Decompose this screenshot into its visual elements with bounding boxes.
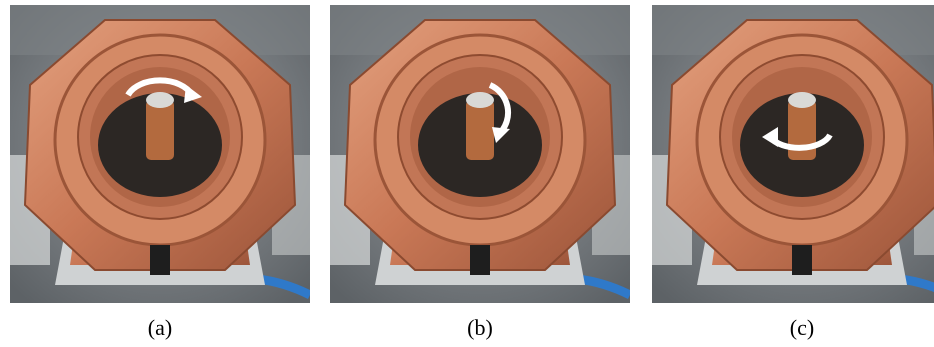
photo xyxy=(330,5,630,303)
photo xyxy=(10,5,310,303)
figure: (a) (b) (c) (() => { const data = JSON.p… xyxy=(0,0,934,347)
caption: (c) xyxy=(652,315,934,341)
caption: (a) xyxy=(10,315,310,341)
caption: (b) xyxy=(330,315,630,341)
photo xyxy=(652,5,934,303)
